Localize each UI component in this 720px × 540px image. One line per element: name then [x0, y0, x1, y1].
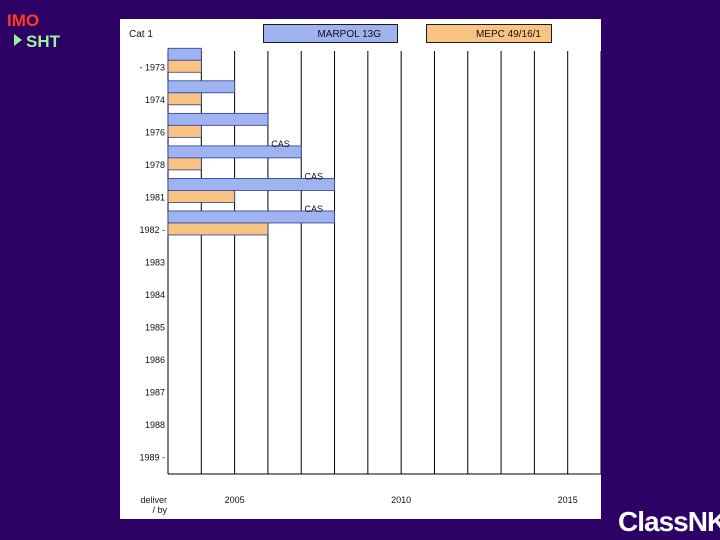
mepc-bar: [167, 92, 202, 106]
category-label: 1976: [145, 127, 165, 137]
category-label: 1984: [145, 290, 165, 300]
axis-footer-sub-label: / by: [152, 505, 167, 515]
marpol-bar: [167, 112, 269, 126]
legend-mepc: MEPC 49/16/1: [426, 24, 552, 43]
legend-category: Cat 1: [129, 25, 169, 44]
chart-panel: Cat 1 MARPOL 13G MEPC 49/16/1 - 1973 1974…: [120, 19, 601, 519]
category-label: 1989 -: [139, 453, 165, 463]
category-label: 1978: [145, 160, 165, 170]
category-label: 1985: [145, 323, 165, 333]
category-label: - 1973: [139, 62, 165, 72]
mepc-bar: [167, 190, 236, 203]
marpol-bar: [167, 178, 335, 191]
sht-title: SHT: [14, 32, 60, 52]
cas-label: CAS: [305, 204, 324, 214]
imo-title: IMO: [7, 11, 40, 30]
x-tick-label: 2010: [391, 495, 411, 505]
cas-label: CAS: [305, 171, 324, 181]
mepc-bar: [167, 124, 202, 138]
category-label: 1983: [145, 258, 165, 268]
axis-footer-label: deliver: [140, 495, 167, 505]
mepc-bar: [167, 222, 269, 236]
category-label: 1988: [145, 420, 165, 430]
classnk-logo: ClassNK: [618, 506, 720, 537]
category-label: 1981: [145, 192, 165, 202]
category-label: 1982 -: [139, 225, 165, 235]
chart: - 1973 1974 1976 1978 1981 1982 - 1983 1984 1985…: [139, 47, 601, 515]
cas-label: CAS: [271, 139, 290, 149]
x-tick-label: 2005: [225, 495, 245, 505]
marpol-bar: [167, 47, 202, 61]
sht-label: SHT: [26, 32, 60, 51]
marpol-bar: [167, 145, 302, 159]
category-label: 1986: [145, 355, 165, 365]
mepc-bar: [167, 59, 202, 73]
category-label: 1987: [145, 388, 165, 398]
category-label: 1974: [145, 95, 165, 105]
legend-marpol: MARPOL 13G: [263, 24, 398, 43]
marpol-bar: [167, 80, 236, 94]
triangle-arrow-icon: [14, 34, 22, 46]
x-tick-label: 2015: [558, 495, 578, 505]
mepc-bar: [167, 157, 202, 171]
